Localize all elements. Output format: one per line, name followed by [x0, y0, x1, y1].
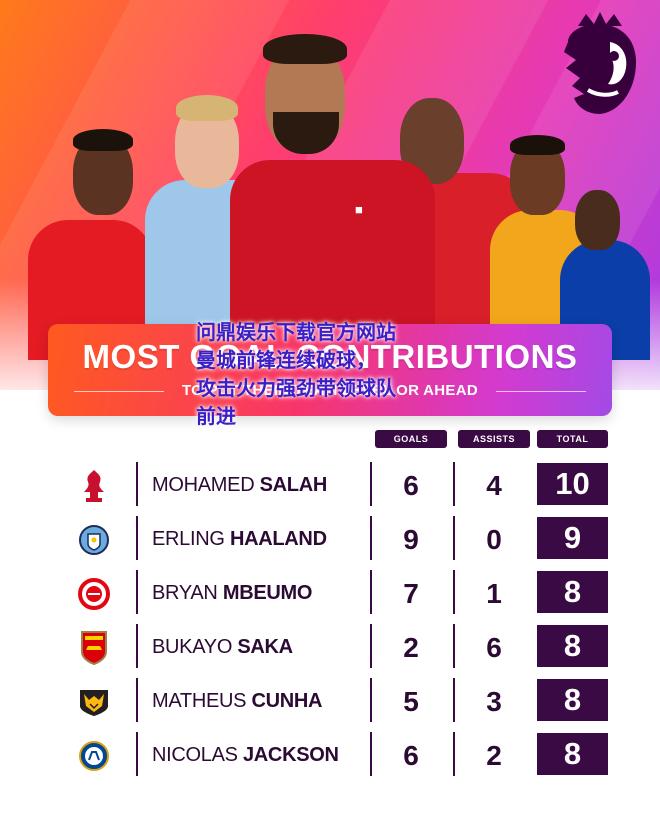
overlay-line: 攻击火力强劲带领球队	[196, 376, 396, 400]
assists-value: 3	[486, 686, 502, 717]
column-header-assists: ASSISTS	[458, 430, 530, 448]
table-row: BUKAYO SAKA 2 6 8	[0, 621, 660, 675]
player-name: BUKAYO SAKA	[152, 636, 293, 658]
overlay-text: 问鼎娱乐下载官方网站 曼城前锋连续破球， 攻击火力强劲带领球队 前进	[196, 318, 496, 430]
divider	[453, 462, 455, 506]
divider	[136, 678, 138, 722]
assists-value: 6	[486, 632, 502, 663]
table-row: NICOLAS JACKSON 6 2 8	[0, 729, 660, 783]
overlay-line: 曼城前锋连续破球，	[196, 348, 376, 372]
man-city-crest-icon	[79, 525, 109, 555]
goals-value: 9	[403, 524, 419, 555]
player-name: MATHEUS CUNHA	[152, 690, 323, 712]
divider	[370, 516, 372, 560]
brentford-crest-icon	[78, 578, 110, 610]
divider	[370, 732, 372, 776]
total-value: 8	[537, 733, 608, 775]
player-name: NICOLAS JACKSON	[152, 744, 339, 766]
player-arsenal	[18, 125, 158, 360]
page-title: MOST GOAL CONTRIBUTIONS	[82, 338, 578, 375]
chelsea-crest-icon	[79, 741, 109, 771]
overlay-line: 前进	[196, 404, 236, 428]
assists-value: 0	[486, 524, 502, 555]
column-header-goals: GOALS	[375, 430, 447, 448]
divider	[370, 678, 372, 722]
divider	[136, 624, 138, 668]
divider	[370, 624, 372, 668]
divider	[136, 732, 138, 776]
hero-image: ■	[0, 0, 660, 390]
player-name: MOHAMED SALAH	[152, 474, 327, 496]
divider	[136, 516, 138, 560]
divider	[453, 516, 455, 560]
divider	[136, 570, 138, 614]
divider	[74, 391, 164, 392]
arsenal-crest-icon	[81, 631, 107, 666]
player-liverpool: ■	[215, 30, 440, 360]
divider	[136, 462, 138, 506]
column-header-total: TOTAL	[537, 430, 608, 448]
table-row: MATHEUS CUNHA 5 3 8	[0, 675, 660, 729]
divider	[453, 732, 455, 776]
divider	[370, 462, 372, 506]
divider	[453, 678, 455, 722]
divider	[370, 570, 372, 614]
goals-value: 2	[403, 632, 419, 663]
divider	[453, 570, 455, 614]
total-value: 8	[537, 571, 608, 613]
goals-value: 7	[403, 578, 419, 609]
overlay-line: 问鼎娱乐下载官方网站	[196, 320, 396, 344]
goals-value: 6	[403, 740, 419, 771]
total-value: 8	[537, 625, 608, 667]
table-row: BRYAN MBEUMO 7 1 8	[0, 567, 660, 621]
total-value: 10	[537, 463, 608, 505]
divider	[453, 624, 455, 668]
goals-value: 6	[403, 470, 419, 501]
wolves-crest-icon	[80, 690, 108, 716]
assists-value: 1	[486, 578, 502, 609]
goals-value: 5	[403, 686, 419, 717]
table-row: ERLING HAALAND 9 0 9	[0, 513, 660, 567]
title-banner: MOST GOAL CONTRIBUTIONS TO PUT THEIR TEA…	[48, 324, 612, 416]
assists-value: 4	[486, 470, 502, 501]
table-row: MOHAMED SALAH 6 4 10	[0, 459, 660, 513]
page-subtitle: TO PUT THEIR TEAM LEVEL OR AHEAD	[181, 382, 478, 399]
total-value: 9	[537, 517, 608, 559]
liverpool-crest-icon	[84, 470, 104, 502]
player-name: ERLING HAALAND	[152, 528, 327, 550]
total-value: 8	[537, 679, 608, 721]
player-name: BRYAN MBEUMO	[152, 582, 313, 604]
divider	[496, 391, 586, 392]
premier-league-logo-icon	[564, 12, 636, 114]
assists-value: 2	[486, 740, 502, 771]
